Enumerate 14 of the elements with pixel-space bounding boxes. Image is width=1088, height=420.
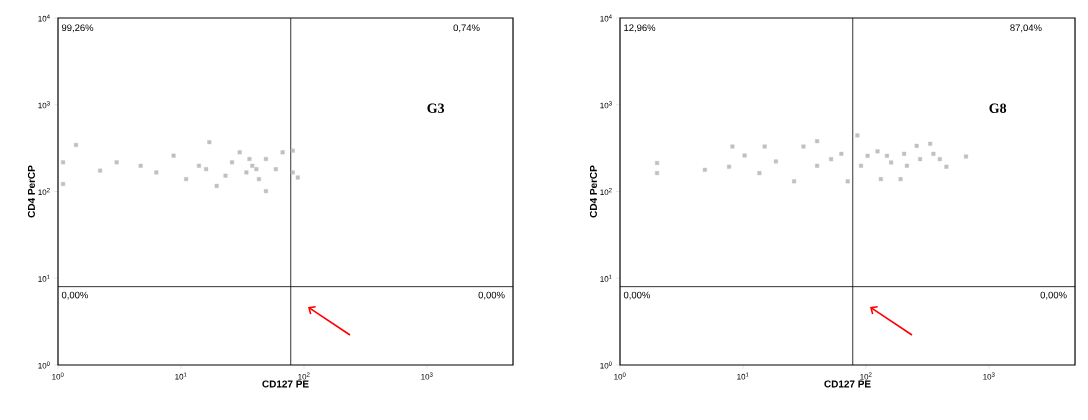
annotation: 12,96% xyxy=(624,24,656,33)
x-axis-title: CD127 PE xyxy=(824,380,871,388)
annotation: 0,74% xyxy=(453,24,480,33)
y-axis-title: CD4 PerCP xyxy=(27,165,35,218)
annotation: G3 xyxy=(427,103,445,113)
annotation: 99,26% xyxy=(61,24,94,33)
x-axis-title: CD127 PE xyxy=(262,380,309,388)
annotation: 87,04% xyxy=(1010,24,1042,33)
y-axis-title: CD4 PerCP xyxy=(589,165,597,218)
annotation: 0,00% xyxy=(478,291,505,300)
annotation: 0,00% xyxy=(623,291,650,300)
annotation: 0,00% xyxy=(1040,291,1067,300)
annotation: 0,00% xyxy=(61,291,88,300)
annotation: G8 xyxy=(989,103,1007,113)
